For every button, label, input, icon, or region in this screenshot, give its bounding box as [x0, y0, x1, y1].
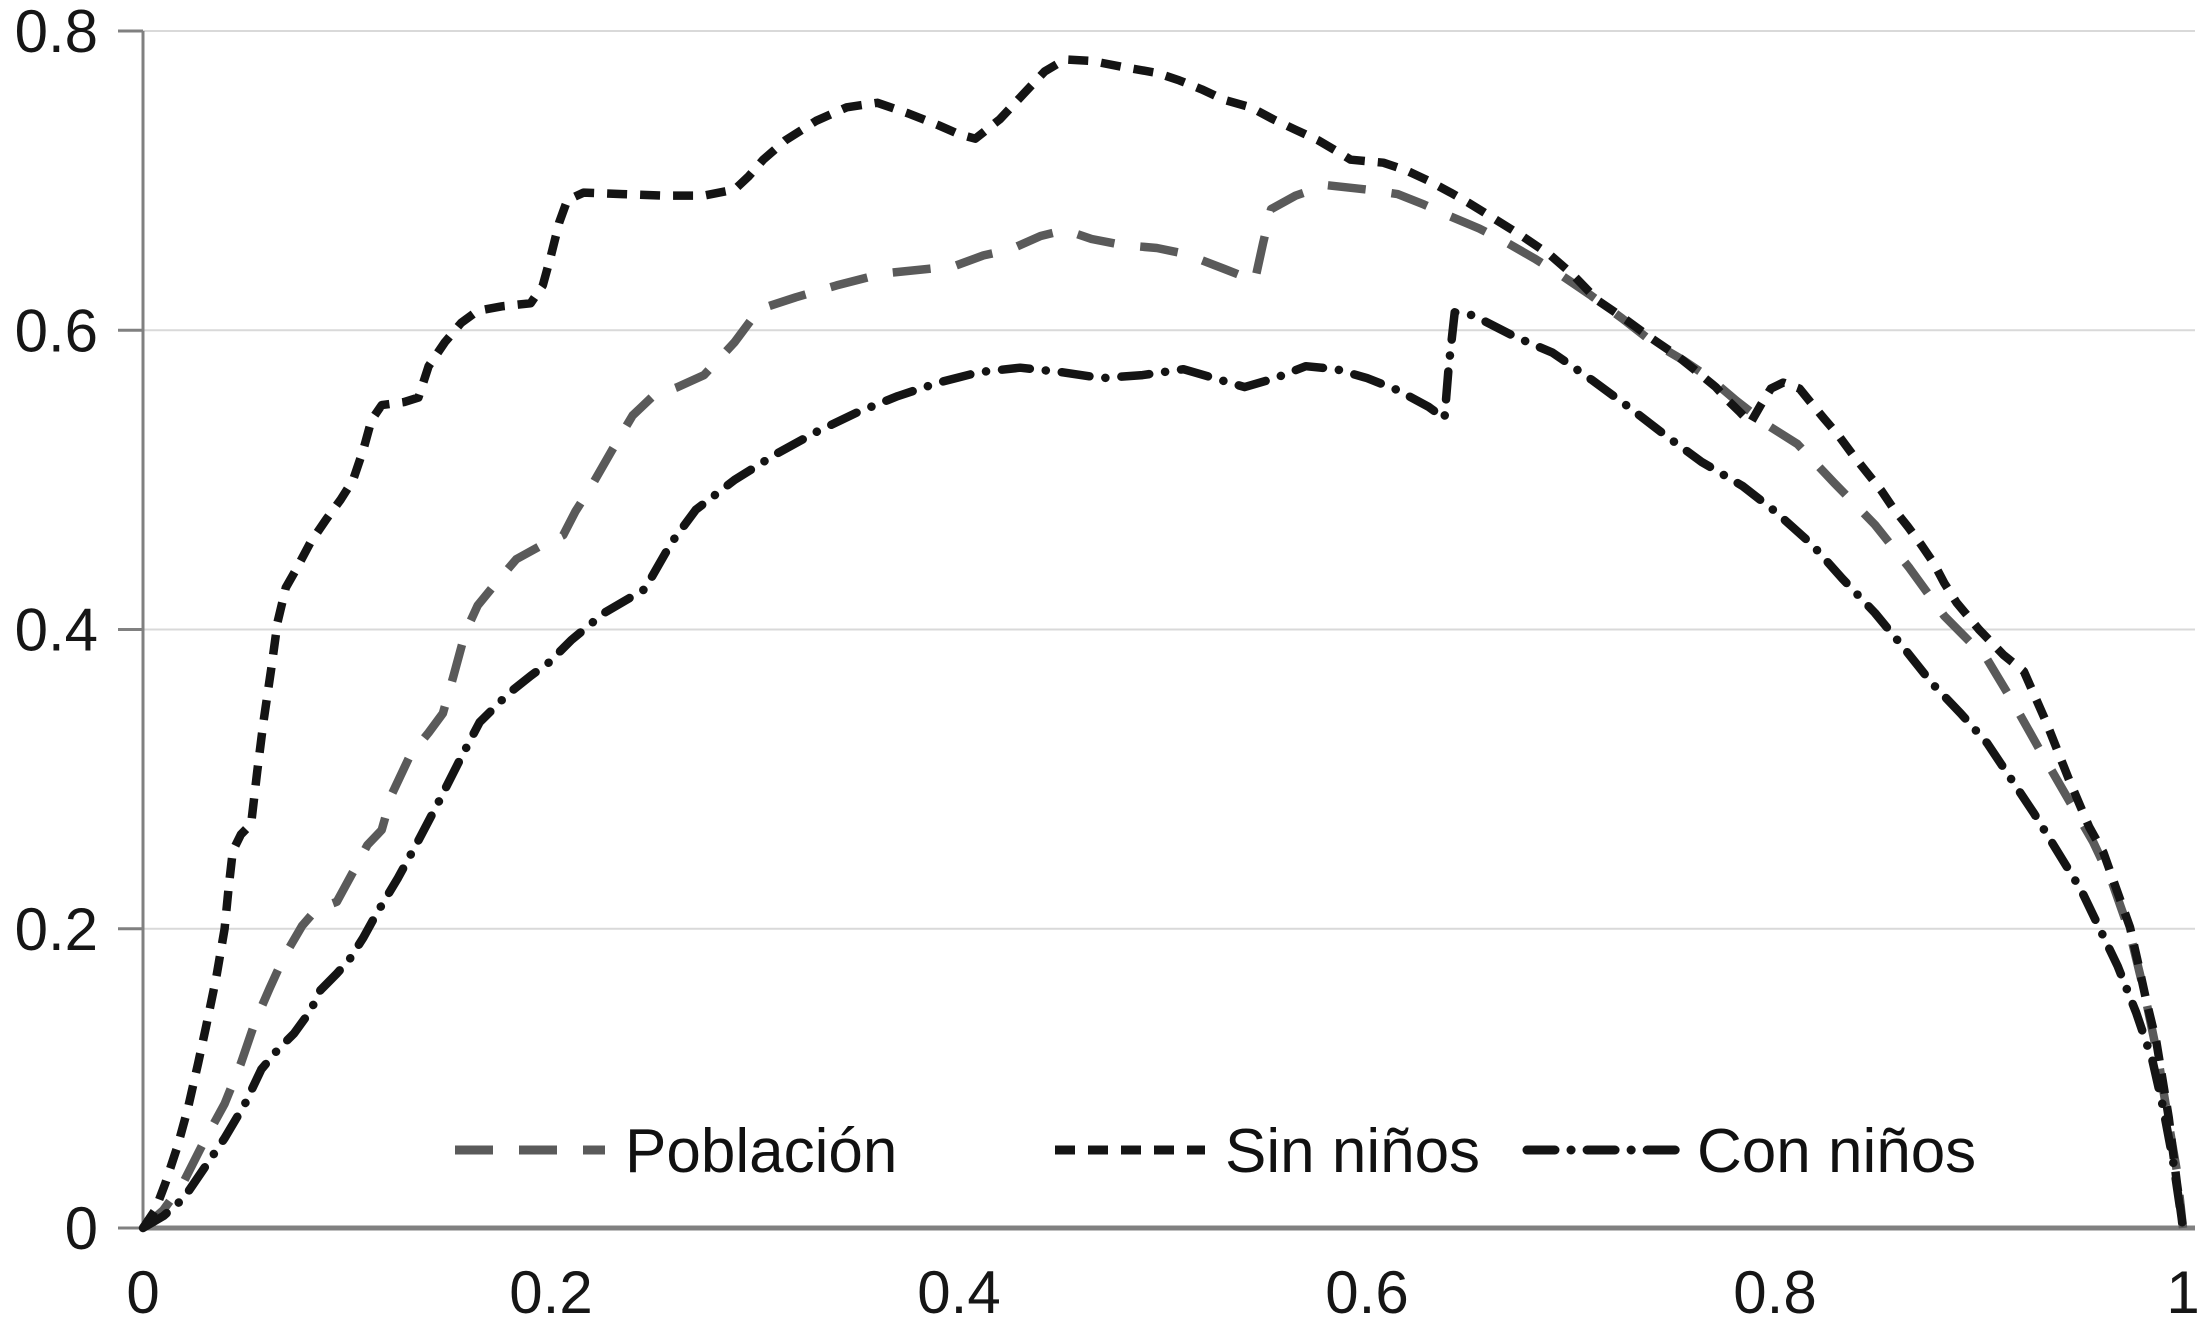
x-tick-label-0.8: 0.8 — [1733, 1259, 1816, 1326]
gridlines — [143, 30, 2195, 930]
y-tick-label-0.8: 0.8 — [15, 0, 98, 65]
x-tick-label-0.4: 0.4 — [917, 1259, 1000, 1326]
legend-item-poblacion: Población — [455, 1117, 897, 1186]
series-line-sin-ninos — [139, 55, 2188, 1231]
legend: Población Sin niños Con niños — [455, 1117, 1976, 1186]
y-tick-label-0.2: 0.2 — [15, 896, 98, 963]
y-tick-label-0: 0 — [65, 1195, 98, 1262]
x-tick-label-0.2: 0.2 — [509, 1259, 592, 1326]
axis-ticks — [118, 29, 143, 1230]
y-tick-label-0.6: 0.6 — [15, 297, 98, 364]
legend-item-con-ninos: Con niños — [1522, 1117, 1976, 1186]
series-line-con-ninos — [138, 308, 2188, 1233]
x-tick-label-1: 1 — [2166, 1259, 2199, 1326]
x-axis-tick-labels: 0 0.2 0.4 0.6 0.8 1 — [126, 1259, 2199, 1326]
series-line-poblacion — [140, 180, 2188, 1232]
x-tick-label-0.6: 0.6 — [1325, 1259, 1408, 1326]
legend-label-sin-ninos: Sin niños — [1225, 1117, 1480, 1186]
legend-item-sin-ninos: Sin niños — [1055, 1117, 1480, 1186]
x-tick-label-0: 0 — [126, 1259, 159, 1326]
series-lines — [138, 55, 2188, 1233]
y-axis-tick-labels: 0 0.2 0.4 0.6 0.8 — [15, 0, 98, 1262]
legend-label-poblacion: Población — [625, 1117, 897, 1186]
legend-label-con-ninos: Con niños — [1697, 1117, 1976, 1186]
y-tick-label-0.4: 0.4 — [15, 597, 98, 664]
